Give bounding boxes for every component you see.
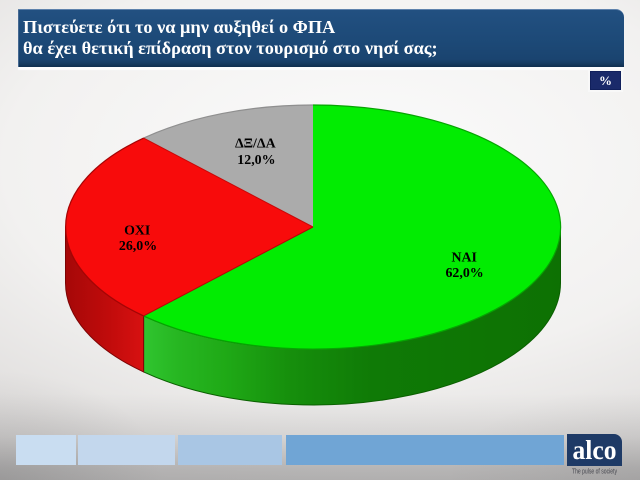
svg-text:26,0%: 26,0% <box>119 239 157 254</box>
svg-text:ΟΧΙ: ΟΧΙ <box>124 223 150 238</box>
svg-text:62,0%: 62,0% <box>445 266 483 281</box>
svg-text:alco: alco <box>573 435 617 465</box>
svg-text:ΔΞ/ΔΑ: ΔΞ/ΔΑ <box>235 137 276 152</box>
svg-text:The pulse of society: The pulse of society <box>572 468 617 475</box>
svg-text:12,0%: 12,0% <box>237 153 275 168</box>
svg-text:ΝΑΙ: ΝΑΙ <box>451 251 476 266</box>
